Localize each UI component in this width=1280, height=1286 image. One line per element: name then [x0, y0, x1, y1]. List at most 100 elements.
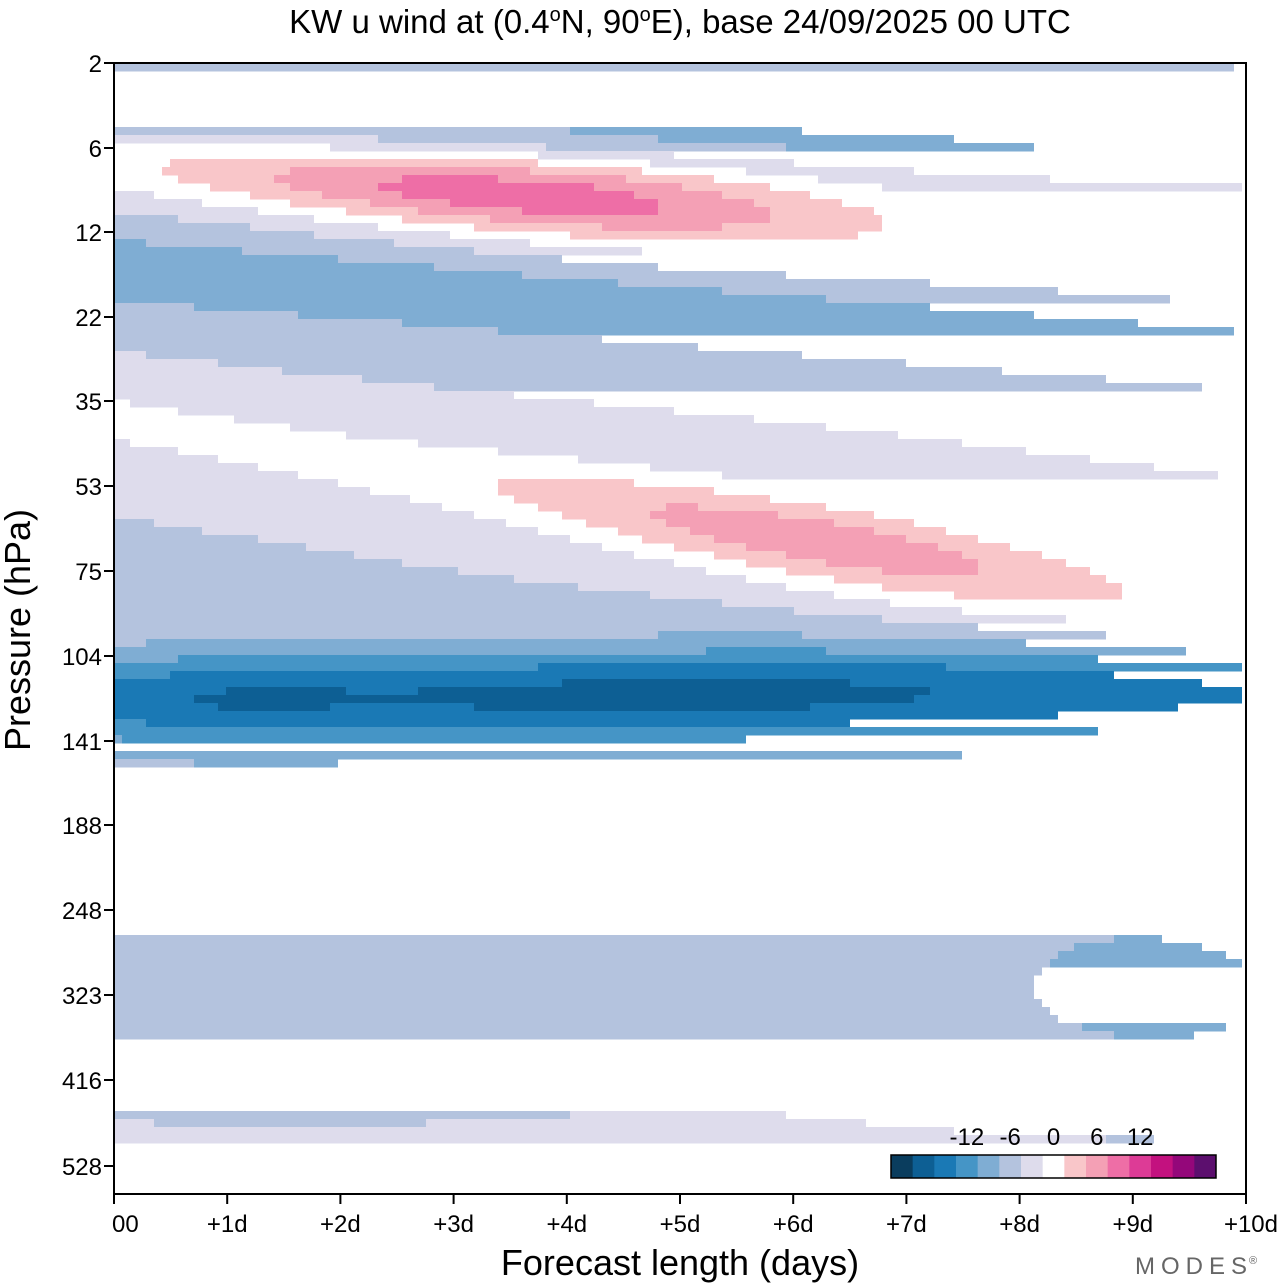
field-cell: [538, 663, 946, 672]
field-cell: [114, 663, 538, 672]
field-cell: [114, 239, 146, 248]
field-cell: [954, 591, 1122, 600]
field-cell: [786, 551, 962, 560]
x-tick-label: +4d: [546, 1211, 587, 1238]
field-cell: [154, 1119, 426, 1128]
field-cell: [114, 735, 122, 744]
colorbar: -12 -6 0 6 12: [890, 1124, 1217, 1179]
field-cell: [114, 599, 722, 608]
colorbar-swatch: [1129, 1155, 1152, 1178]
field-cell: [658, 631, 802, 640]
field-cell: [522, 207, 658, 216]
field-cell: [154, 519, 506, 528]
field-cell: [114, 207, 258, 216]
field-cell: [498, 175, 626, 184]
field-cell: [258, 535, 570, 544]
field-cell: [114, 1127, 954, 1136]
field-cell: [1106, 1135, 1154, 1144]
y-axis-label: Pressure (hPa): [0, 509, 38, 751]
field-cell: [434, 263, 658, 272]
field-cell: [346, 687, 418, 696]
field-cell: [114, 719, 146, 728]
field-cell: [938, 543, 1010, 552]
field-cell: [114, 759, 194, 768]
y-tick-label: 416: [62, 1068, 102, 1095]
field-cell: [474, 223, 602, 232]
field-cell: [194, 303, 930, 312]
colorbar-tick-label: -12: [949, 1124, 984, 1151]
field-cell: [498, 487, 714, 496]
field-cell: [586, 519, 666, 528]
x-tick-label: +6d: [773, 1211, 814, 1238]
field-cell: [330, 703, 474, 712]
field-cell: [114, 1023, 1082, 1032]
field-cell: [570, 231, 858, 240]
field-cell: [650, 511, 778, 520]
y-tick-label: 323: [62, 983, 102, 1010]
colorbar-frame: [890, 1154, 1217, 1179]
field-cell: [618, 279, 930, 288]
y-tick-label: 248: [62, 898, 102, 925]
field-cell: [114, 327, 498, 336]
field-cell: [834, 575, 1106, 584]
colorbar-tick-label: 12: [1127, 1124, 1154, 1151]
field-cell: [578, 583, 786, 592]
field-cell: [498, 479, 634, 488]
field-cell: [114, 511, 474, 520]
field-cell: [114, 231, 314, 240]
field-cell: [826, 559, 978, 568]
field-cell: [114, 495, 410, 504]
field-cell: [114, 223, 250, 232]
x-tick-label: +2d: [320, 1211, 361, 1238]
field-cell: [978, 567, 1090, 576]
field-cell: [178, 655, 1098, 664]
field-cell: [658, 207, 770, 216]
field-cell: [746, 543, 938, 552]
field-cell: [882, 615, 1066, 624]
field-cell: [114, 991, 1034, 1000]
field-cell: [1074, 943, 1202, 952]
field-cell: [322, 191, 402, 200]
field-cell: [210, 183, 290, 192]
field-cell: [770, 207, 874, 216]
field-cell: [194, 759, 338, 768]
field-cell: [114, 279, 618, 288]
colorbar-swatch: [956, 1155, 979, 1178]
field-cell: [114, 479, 338, 488]
field-cell: [618, 527, 690, 536]
field-cell: [594, 183, 682, 192]
field-cell: [114, 999, 1042, 1008]
field-cell: [826, 295, 1170, 304]
colorbar-tick-label: -6: [999, 1124, 1020, 1151]
field-cell: [498, 447, 1026, 456]
field-cell: [114, 439, 130, 448]
field-cell: [658, 135, 954, 144]
field-cell: [290, 199, 370, 208]
field-cell: [530, 167, 642, 176]
field-cell: [114, 959, 1050, 968]
field-cell: [714, 535, 906, 544]
field-cell: [378, 135, 658, 144]
field-cell: [114, 287, 722, 296]
field-cell: [146, 639, 1026, 648]
field-cell: [570, 1111, 786, 1120]
y-tick-label: 6: [89, 136, 102, 163]
y-axis: 2 6 12 22 35 53 75 104 141 188 248 323 416 528: [62, 51, 114, 1181]
y-tick-label: 53: [75, 474, 102, 501]
field-cell: [114, 463, 258, 472]
field-cell: [314, 231, 450, 240]
field-cell: [250, 191, 322, 200]
field-cell: [946, 663, 1242, 672]
y-tick-label: 75: [75, 559, 102, 586]
colorbar-swatch: [1107, 1155, 1130, 1178]
field-cell: [114, 319, 402, 328]
field-cell: [562, 511, 650, 520]
field-cell: [354, 551, 634, 560]
field-cell: [114, 1135, 1106, 1144]
field-cell: [114, 591, 650, 600]
field-cell: [402, 559, 674, 568]
field-cell: [338, 255, 562, 264]
field-cell: [818, 175, 1050, 184]
field-cell: [522, 271, 786, 280]
y-tick-label: 12: [75, 220, 102, 247]
